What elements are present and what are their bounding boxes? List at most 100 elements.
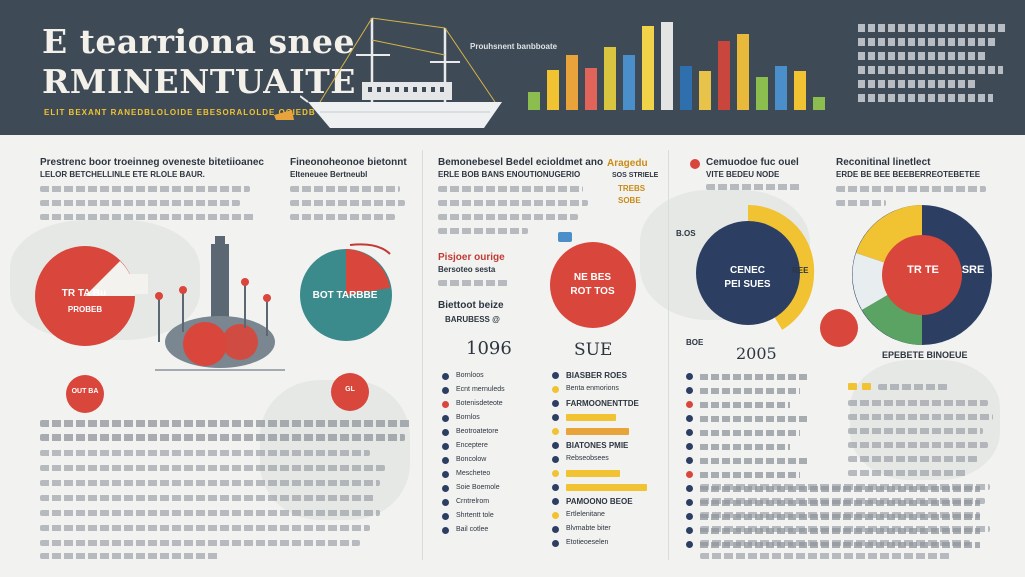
list-bullet — [442, 485, 449, 492]
list-bullet — [442, 387, 449, 394]
panel3-title: Bemonebesel Bedel ecioldmet ano — [438, 157, 604, 168]
header-bar — [813, 96, 825, 110]
panel3-heading-a: Pisjoer ourige — [438, 252, 505, 263]
list-bullet — [552, 428, 559, 435]
panel5-subtitle: VITE BEDEU NODE — [706, 170, 780, 179]
header-banner: E tearriona snee RMINENTUAITE ELIT BEXAN… — [0, 0, 1025, 135]
list-bullet — [442, 443, 449, 450]
panel6-caption: EPEBETE BINOEUE — [882, 350, 968, 360]
header-bar — [585, 67, 597, 110]
list-bullet — [552, 442, 559, 449]
list-bullet — [686, 373, 693, 380]
panel4-badge-sub2: TREBS — [618, 184, 646, 193]
panel4-marker-icon — [558, 232, 572, 242]
list-bullet — [442, 373, 449, 380]
list-item: Blvmabte biter — [566, 525, 611, 532]
header-bar-chart — [528, 20, 840, 110]
panel5-title: Cemuodoe fuc ouel — [706, 157, 799, 168]
flag-icon — [274, 110, 294, 120]
list-item: Benta enmorions — [566, 385, 619, 392]
list-heading: FARMOONENTTDE — [566, 399, 639, 408]
panel4-circle-label2: ROT TOS — [570, 286, 615, 297]
ship-illustration — [300, 17, 502, 128]
panel4-badge-sub3: SOBE — [618, 196, 641, 205]
panel6-title: Reconitinal linetlect — [836, 157, 931, 168]
panel5-red-dot — [820, 309, 858, 347]
list-bullet — [552, 414, 559, 421]
list-bullet — [442, 471, 449, 478]
list-item-text — [700, 402, 790, 408]
list-item: Boncolow — [456, 456, 487, 463]
list-heading: BIATONES PMIE — [566, 441, 629, 450]
list-bullet — [686, 457, 693, 464]
panel2-pie-label: BOT TARBBE — [312, 290, 378, 301]
header-notes — [858, 24, 1018, 108]
header-bar — [566, 55, 578, 110]
list-bullet — [442, 527, 449, 534]
panel1-title: Prestrenc boor troeinneg oveneste biteti… — [40, 157, 264, 168]
panel3-big-number: 1096 — [466, 338, 512, 359]
header-bar — [547, 70, 559, 110]
list-bullet — [686, 429, 693, 436]
panel1-small-circle — [66, 375, 104, 413]
list-item-text — [700, 430, 800, 436]
panel5-side-label: B.OS — [676, 229, 696, 238]
panel1-small-label: OUT BA — [71, 388, 99, 395]
panel4-circle-label: NE BES — [573, 272, 612, 283]
panel2-pie — [300, 243, 392, 341]
list-heading: BIASBER ROES — [566, 371, 627, 380]
panel4-badge: Aragedu — [607, 158, 648, 169]
list-bullet — [686, 513, 693, 520]
list-bullet — [552, 470, 559, 477]
header-bar — [680, 66, 692, 110]
panel1-pie — [35, 246, 148, 346]
list-bullet — [686, 527, 693, 534]
list-item: Rebseobsees — [566, 455, 609, 462]
list-bullet — [442, 457, 449, 464]
list-item: Crntrelrom — [456, 498, 490, 505]
page-title: E tearriona snee — [42, 22, 356, 61]
list-bar — [566, 484, 647, 491]
list-bullet — [686, 401, 693, 408]
panel2-title: Fineonoheonoe bietonnt — [290, 157, 407, 168]
list-bullet — [552, 400, 559, 407]
list-bullet — [442, 401, 449, 408]
panel3-heading-b: Biettoot beize — [438, 300, 504, 311]
list-bullet — [686, 387, 693, 394]
panel6-subtitle: ERDE BE BEE BEEBERREOTEBETEE — [836, 170, 981, 179]
panel6-donut — [852, 205, 992, 345]
list-bullet — [442, 499, 449, 506]
list-bullet — [442, 513, 449, 520]
panel3-heading-a2: Bersoteo sesta — [438, 265, 496, 274]
panel4-circle — [550, 242, 636, 328]
panel5-ring-label: REE — [792, 266, 809, 275]
panel1-subtitle: LELOR BETCHELLINLE ETE RLOLE BAUR. — [40, 170, 205, 179]
list-item-text — [700, 444, 790, 450]
list-bullet — [686, 485, 693, 492]
list-item-text — [700, 472, 800, 478]
panel6-donut-label2: SRE — [961, 264, 985, 276]
panel5-circle-label: CENEC — [729, 265, 765, 276]
list-item: Beotroatetore — [456, 428, 499, 435]
panel1-pie-label: TR TA Bu — [61, 288, 107, 299]
list-item: Botenisdeteote — [456, 400, 503, 407]
list-bullet — [442, 429, 449, 436]
list-bullet — [552, 386, 559, 393]
list-item-text — [700, 416, 810, 422]
list-bullet — [686, 443, 693, 450]
list-item: Bornlos — [456, 414, 480, 421]
panel5-big-number: 2005 — [736, 344, 777, 363]
header-subtitle: ELIT BEXANT RANEDBLOLOIDE EBESORALOLDE O… — [44, 108, 316, 117]
list-bullet — [686, 471, 693, 478]
list-bullet — [686, 499, 693, 506]
list-bullet — [552, 540, 559, 547]
list-item: Ertlelenitane — [566, 511, 605, 518]
header-bar — [642, 26, 654, 110]
factory-illustration — [155, 236, 285, 371]
panel2-small-circle — [331, 373, 369, 411]
world-map-shape — [850, 360, 1000, 480]
panel2-small-label: GL — [345, 386, 355, 393]
header-bar — [661, 22, 673, 110]
header-bar — [623, 55, 635, 110]
list-bullet — [686, 415, 693, 422]
